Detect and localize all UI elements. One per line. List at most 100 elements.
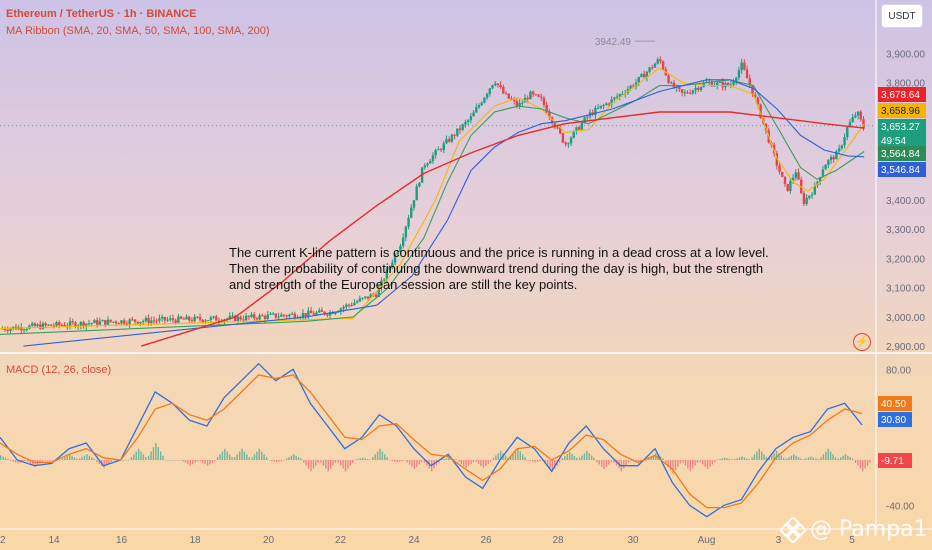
candle-body <box>193 316 196 322</box>
candle-body <box>112 321 115 323</box>
candle-body <box>572 131 575 138</box>
macd-histogram-bar <box>866 460 869 466</box>
macd-histogram-bar <box>751 457 753 460</box>
macd-histogram-bar <box>692 460 694 469</box>
candle-body <box>710 82 714 87</box>
price-axis-tick: 3,900.00 <box>886 49 925 60</box>
macd-histogram-bar <box>561 458 564 460</box>
candle-body <box>802 193 806 204</box>
macd-histogram-bar <box>820 457 822 460</box>
candle-body <box>22 329 26 331</box>
candle-body <box>228 315 232 319</box>
macd-histogram-bar <box>49 460 51 461</box>
macd-histogram-bar <box>147 455 150 460</box>
macd-histogram-bar <box>408 460 411 465</box>
date-axis-tick: 14 <box>48 535 60 546</box>
candle-body <box>334 312 337 314</box>
candle-body <box>39 324 42 329</box>
candle-body <box>288 314 291 317</box>
macd-histogram-bar <box>438 460 440 463</box>
candle-body <box>277 316 280 318</box>
candle-body <box>569 137 573 144</box>
candle-body <box>721 81 724 88</box>
macd-histogram-bar <box>546 460 549 466</box>
macd-histogram-bar <box>578 457 581 460</box>
macd-histogram-bar <box>544 460 546 463</box>
macd-histogram-bar <box>420 460 423 463</box>
candle-body <box>60 324 64 326</box>
macd-histogram-bar <box>785 458 788 460</box>
candle-body <box>136 321 139 324</box>
macd-histogram-bar <box>534 460 536 463</box>
candle-body <box>418 182 421 187</box>
candle-body <box>133 319 137 322</box>
candle-body <box>653 63 657 68</box>
macd-histogram-bar <box>480 460 482 466</box>
candle-body <box>49 324 53 326</box>
candle-body <box>813 185 816 195</box>
price-label: 3,653.27 <box>881 122 920 133</box>
candle-body <box>729 84 733 86</box>
macd-histogram-bar <box>849 457 851 460</box>
candle-body <box>231 315 234 317</box>
macd-histogram-bar <box>332 460 334 466</box>
macd-histogram-bar <box>573 456 576 460</box>
candle-body <box>605 103 608 106</box>
macd-histogram-bar <box>460 460 463 464</box>
lightning-icon[interactable]: ⚡ <box>853 333 871 351</box>
macd-histogram-bar <box>760 451 763 460</box>
candle-body <box>748 78 751 86</box>
candle-body <box>789 180 792 191</box>
macd-histogram-bar <box>391 460 394 462</box>
macd-histogram-bar <box>426 460 428 466</box>
macd-histogram-bar <box>807 457 810 460</box>
candle-body <box>79 322 83 326</box>
macd-histogram-bar <box>487 460 489 464</box>
candle-body <box>529 91 532 100</box>
candle-body <box>114 321 118 324</box>
candle-body <box>250 314 253 317</box>
macd-histogram-bar <box>529 460 532 462</box>
candle-body <box>345 304 348 308</box>
candle-body <box>201 319 204 322</box>
macd-histogram-bar <box>108 460 110 464</box>
candle-body <box>82 322 85 327</box>
macd-histogram-bar <box>315 460 317 466</box>
macd-histogram-bar <box>209 460 211 465</box>
macd-histogram-bar <box>258 448 260 460</box>
macd-histogram-bar <box>317 460 319 463</box>
macd-histogram-bar <box>532 460 534 462</box>
macd-histogram-bar <box>746 458 748 460</box>
macd-histogram-bar <box>251 457 253 460</box>
macd-histogram-bar <box>524 457 526 460</box>
candle-body <box>542 97 546 105</box>
macd-line <box>0 374 863 509</box>
candle-body <box>862 119 865 129</box>
candle-body <box>699 86 703 90</box>
candle-body <box>537 94 540 97</box>
macd-histogram-bar <box>320 460 322 463</box>
macd-histogram-bar <box>253 454 256 460</box>
candle-body <box>388 266 391 270</box>
candle-body <box>320 310 324 312</box>
macd-histogram-bar <box>364 458 366 460</box>
candle-body <box>93 320 96 324</box>
macd-histogram-bar <box>702 460 704 465</box>
candle-body <box>683 92 686 94</box>
macd-histogram-bar <box>174 460 177 461</box>
macd-label-bg <box>878 453 912 468</box>
candle-body <box>328 312 332 316</box>
macd-histogram-bar <box>88 455 90 460</box>
candle-body <box>694 87 697 91</box>
currency-button[interactable]: USDT <box>881 4 923 28</box>
candle-body <box>117 323 121 325</box>
macd-histogram-bar <box>679 460 681 464</box>
macd-histogram-bar <box>196 460 199 462</box>
macd-histogram-bar <box>127 460 130 461</box>
macd-histogram-bar <box>768 457 770 460</box>
macd-histogram-bar <box>32 460 34 466</box>
candle-body <box>659 59 662 62</box>
candle-body <box>512 99 516 102</box>
macd-histogram-bar <box>825 451 827 460</box>
macd-histogram-bar <box>307 460 310 469</box>
